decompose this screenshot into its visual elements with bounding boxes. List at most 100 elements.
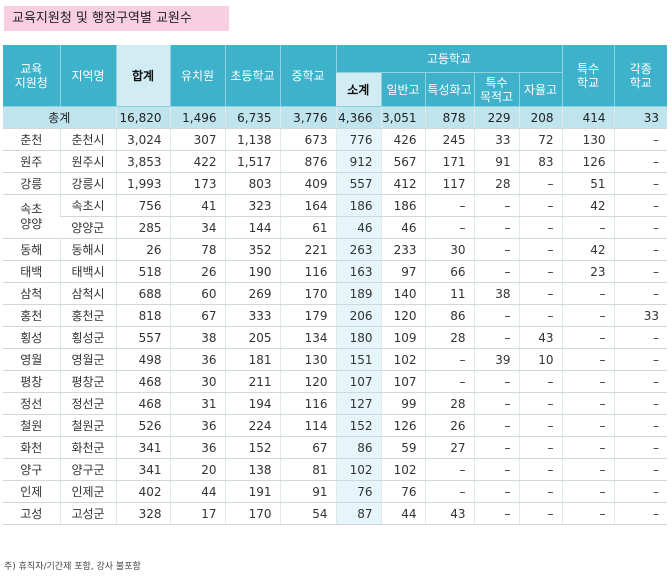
value-cell: 20 — [169, 458, 225, 481]
value-cell: – — [473, 370, 519, 393]
value-cell: 144 — [224, 216, 280, 239]
value-cell: – — [561, 502, 615, 525]
value-cell: 11 — [424, 282, 474, 305]
table-row: 영월 영월군 498 36 181 130 151 102–39 10– – — [3, 348, 668, 371]
value-cell: – — [424, 370, 474, 393]
value-cell: – — [613, 194, 668, 217]
value-cell: 59 — [380, 436, 425, 459]
value-cell: – — [561, 348, 615, 371]
value-cell: 36 — [169, 348, 225, 371]
value-cell: 402 — [115, 480, 170, 503]
value-cell: 26 — [115, 238, 170, 261]
value-cell: 126 — [380, 414, 425, 437]
value-cell: – — [518, 260, 563, 283]
value-cell: 673 — [279, 128, 336, 151]
region-cell: 평창군 — [59, 370, 116, 393]
value-cell: 43 — [424, 502, 474, 525]
value-cell: 54 — [279, 502, 336, 525]
office-cell: 춘천 — [3, 128, 60, 151]
table-row: 춘천 춘천시 3,024 307 1,138 673 776 426 245 33 72 130– — [3, 128, 668, 151]
value-cell: – — [561, 392, 615, 415]
value-cell: 409 — [279, 172, 336, 195]
table-row: 양구 양구군 341 20 138 81 102 102– – – – – — [3, 458, 668, 481]
value-cell: 152 — [224, 436, 280, 459]
table-row: 태백 태백시 518 26 190 116 163 97 66– –23– — [3, 260, 668, 283]
value-cell: 179 — [279, 304, 336, 327]
value-cell: 170 — [224, 502, 280, 525]
header-special-purpose-high: 특수 목적고 — [473, 72, 519, 107]
value-cell: 341 — [115, 458, 170, 481]
office-cell: 강릉 — [3, 172, 60, 195]
total-cell: 3,051 — [380, 106, 425, 129]
value-cell: 468 — [115, 392, 170, 415]
value-cell: – — [561, 414, 615, 437]
value-cell: 107 — [335, 370, 381, 393]
value-cell: 42 — [561, 238, 615, 261]
value-cell: 876 — [279, 150, 336, 173]
region-cell: 동해시 — [59, 238, 116, 261]
value-cell: 114 — [279, 414, 336, 437]
region-cell: 삼척시 — [59, 282, 116, 305]
total-cell: 16,820 — [115, 106, 170, 129]
teacher-count-table: 교육 지원청 지역명 합계 유치원 초등학교 중학교 고등학교 특수 학교 각종… — [3, 45, 668, 525]
total-cell: 6,735 — [224, 106, 280, 129]
value-cell: – — [518, 282, 563, 305]
header-kindergarten: 유치원 — [169, 45, 225, 107]
value-cell: 38 — [169, 326, 225, 349]
value-cell: 269 — [224, 282, 280, 305]
value-cell: 163 — [335, 260, 381, 283]
value-cell: 140 — [380, 282, 425, 305]
value-cell: – — [473, 480, 519, 503]
table-row: 정선 정선군 468 31 194 116 127 99 28– – – – — [3, 392, 668, 415]
value-cell: – — [613, 458, 668, 481]
value-cell: 36 — [169, 436, 225, 459]
value-cell: – — [473, 194, 519, 217]
table-row: 화천 화천군 341 36 152 67 86 59 27– – – – — [3, 436, 668, 459]
value-cell: 66 — [424, 260, 474, 283]
region-cell: 양구군 — [59, 458, 116, 481]
value-cell: 102 — [380, 458, 425, 481]
value-cell: – — [473, 502, 519, 525]
value-cell: 33 — [613, 304, 668, 327]
value-cell: 86 — [335, 436, 381, 459]
value-cell: 130 — [279, 348, 336, 371]
region-cell: 영월군 — [59, 348, 116, 371]
total-cell: 4,366 — [335, 106, 381, 129]
value-cell: 116 — [279, 392, 336, 415]
value-cell: 38 — [473, 282, 519, 305]
value-cell: – — [561, 326, 615, 349]
region-cell: 속초시 — [59, 194, 116, 217]
value-cell: 28 — [424, 326, 474, 349]
office-cell: 고성 — [3, 502, 60, 525]
office-cell: 인제 — [3, 480, 60, 503]
value-cell: – — [518, 304, 563, 327]
value-cell: – — [473, 326, 519, 349]
value-cell: 567 — [380, 150, 425, 173]
value-cell: 99 — [380, 392, 425, 415]
value-cell: – — [613, 128, 668, 151]
region-cell: 강릉시 — [59, 172, 116, 195]
value-cell: 130 — [561, 128, 615, 151]
value-cell: – — [613, 326, 668, 349]
header-specialized-high: 특성화고 — [424, 72, 474, 107]
value-cell: 194 — [224, 392, 280, 415]
value-cell: – — [613, 502, 668, 525]
value-cell: 117 — [424, 172, 474, 195]
value-cell: 518 — [115, 260, 170, 283]
value-cell: – — [518, 414, 563, 437]
value-cell: 333 — [224, 304, 280, 327]
value-cell: 67 — [279, 436, 336, 459]
value-cell: 138 — [224, 458, 280, 481]
value-cell: – — [518, 238, 563, 261]
table-row: 삼척 삼척시 688 60 269 170 189 140 11 38– – – — [3, 282, 668, 305]
value-cell: 912 — [335, 150, 381, 173]
value-cell: 285 — [115, 216, 170, 239]
value-cell: 756 — [115, 194, 170, 217]
value-cell: 688 — [115, 282, 170, 305]
value-cell: 83 — [518, 150, 563, 173]
value-cell: 102 — [335, 458, 381, 481]
office-cell: 태백 — [3, 260, 60, 283]
header-misc-school: 각종 학교 — [613, 45, 668, 107]
value-cell: – — [424, 480, 474, 503]
value-cell: – — [473, 414, 519, 437]
